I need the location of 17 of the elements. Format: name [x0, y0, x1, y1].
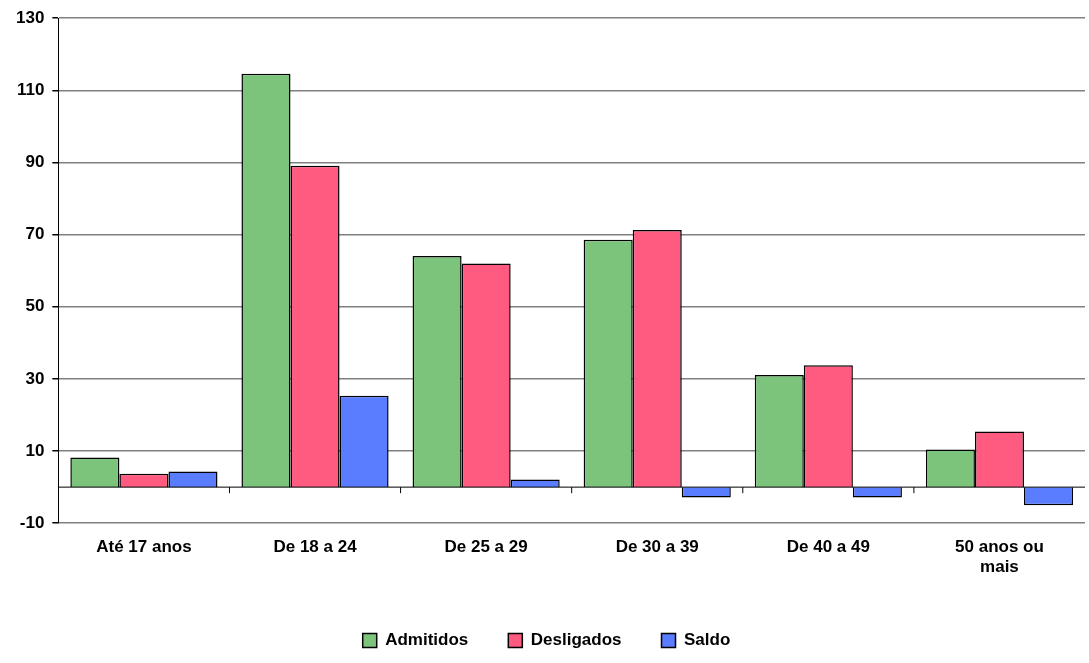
y-tick-label: 70	[25, 224, 45, 244]
y-tick-label: 10	[25, 440, 45, 460]
y-tick-label: 130	[15, 7, 45, 27]
legend-label: Desligados	[530, 630, 622, 650]
x-tick-label: 50 anos ou mais	[955, 537, 1044, 577]
x-tick-label: Até 17 anos	[96, 537, 192, 557]
legend-label: Saldo	[684, 630, 731, 650]
y-tick-label: 110	[16, 80, 45, 100]
y-tick-label: -10	[19, 512, 45, 532]
x-tick-label: De 25 a 29	[444, 537, 528, 557]
legend-label: Admitidos	[385, 630, 469, 650]
x-tick-label: De 18 a 24	[273, 537, 358, 557]
y-tick-label: 50	[25, 296, 45, 316]
x-tick-label: De 40 a 49	[786, 537, 870, 557]
x-tick-label: De 30 a 39	[615, 537, 699, 557]
y-tick-label: 30	[25, 368, 45, 388]
y-tick-label: 90	[25, 152, 45, 172]
